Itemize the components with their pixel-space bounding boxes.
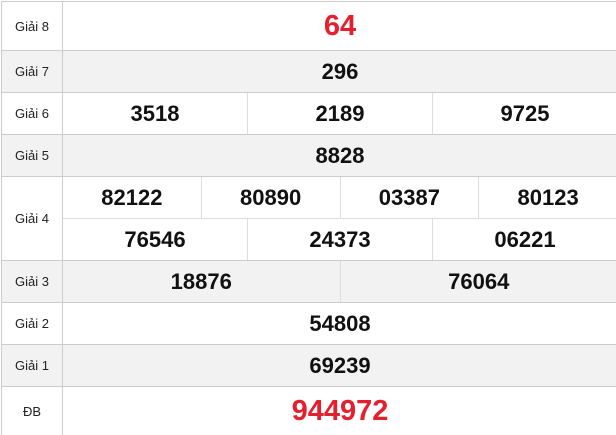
prize-number: 80123	[478, 177, 616, 218]
prize-row-8: Giải 8 64	[2, 2, 616, 51]
prize-label: Giải 8	[2, 2, 63, 50]
prize-row-3: Giải 3 18876 76064	[2, 261, 616, 303]
prize-number: 69239	[63, 345, 616, 386]
prize-number: 18876	[63, 261, 340, 302]
prize-number: 296	[63, 51, 616, 92]
prize-label: Giải 6	[2, 93, 63, 134]
prize-number: 2189	[247, 93, 432, 134]
prize-row-5: Giải 5 8828	[2, 135, 616, 177]
prize-row-2: Giải 2 54808	[2, 303, 616, 345]
prize-label: Giải 2	[2, 303, 63, 344]
prize-number: 24373	[247, 219, 432, 260]
prize-label: ĐB	[2, 387, 63, 435]
prize-label: Giải 3	[2, 261, 63, 302]
prize-row-1: Giải 1 69239	[2, 345, 616, 387]
prize-number: 76546	[63, 219, 247, 260]
prize-number: 06221	[432, 219, 616, 260]
prize-number: 80890	[201, 177, 340, 218]
prize-number: 76064	[340, 261, 616, 302]
prize-row-6: Giải 6 3518 2189 9725	[2, 93, 616, 135]
prize-row-7: Giải 7 296	[2, 51, 616, 93]
prize-number: 9725	[432, 93, 616, 134]
prize-row-4: Giải 4 82122 80890 03387 80123 76546 243…	[2, 177, 616, 261]
prize-row-special: ĐB 944972	[2, 387, 616, 435]
prize-label: Giải 7	[2, 51, 63, 92]
prize-label: Giải 5	[2, 135, 63, 176]
prize-number: 54808	[63, 303, 616, 344]
prize-number: 8828	[63, 135, 616, 176]
prize-number: 82122	[63, 177, 201, 218]
prize-number: 3518	[63, 93, 247, 134]
prize-number: 64	[63, 2, 616, 50]
special-prize-number: 944972	[63, 387, 616, 435]
prize-number: 03387	[340, 177, 479, 218]
prize-label: Giải 1	[2, 345, 63, 386]
prize-label: Giải 4	[2, 177, 63, 260]
